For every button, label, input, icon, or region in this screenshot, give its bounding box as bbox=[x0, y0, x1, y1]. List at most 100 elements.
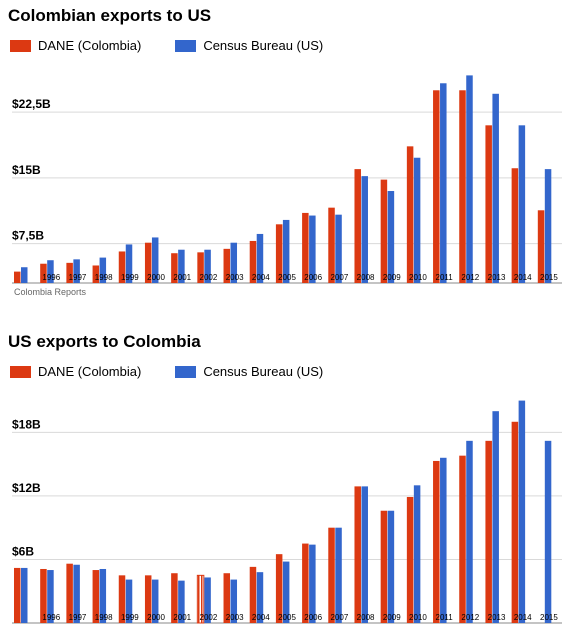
bar-census bbox=[335, 527, 342, 623]
x-tick-label: 2013 bbox=[488, 613, 506, 622]
x-tick-label: 1997 bbox=[69, 273, 87, 282]
x-tick-label: 2008 bbox=[357, 613, 375, 622]
bar-census bbox=[178, 580, 185, 623]
bar-dane bbox=[275, 224, 283, 283]
x-tick-label: 2009 bbox=[383, 613, 401, 622]
bar-dane bbox=[196, 574, 205, 624]
legend-item-census[interactable]: Census Bureau (US) bbox=[175, 364, 323, 379]
bar-census bbox=[21, 267, 28, 283]
x-tick-label: 2003 bbox=[226, 613, 244, 622]
bar-dane bbox=[537, 210, 545, 283]
x-tick-label: 2001 bbox=[173, 273, 191, 282]
bar-census bbox=[125, 244, 133, 283]
x-tick-label: 2007 bbox=[330, 273, 348, 282]
bar-dane bbox=[406, 496, 414, 623]
legend-item-census[interactable]: Census Bureau (US) bbox=[175, 38, 323, 53]
bar-dane bbox=[433, 90, 440, 283]
bar-dane bbox=[354, 169, 361, 283]
chart-panel-exports-to-us: Colombian exports to US DANE (Colombia) … bbox=[8, 6, 562, 297]
legend-item-dane[interactable]: DANE (Colombia) bbox=[10, 38, 141, 53]
bar-dane bbox=[328, 207, 335, 283]
bar-census bbox=[73, 259, 80, 283]
x-tick-label: 2010 bbox=[409, 613, 427, 622]
bar-census bbox=[73, 564, 80, 623]
legend-label: Census Bureau (US) bbox=[203, 364, 324, 379]
bar-census bbox=[440, 83, 447, 283]
bar-census bbox=[544, 169, 552, 283]
x-tick-label: 2008 bbox=[357, 273, 375, 282]
bar-census bbox=[204, 249, 211, 283]
bar-census bbox=[151, 579, 159, 623]
bar-dane bbox=[66, 563, 73, 623]
x-tick-label: 1999 bbox=[121, 273, 139, 282]
bar-dane bbox=[302, 543, 309, 623]
bar-dane bbox=[249, 240, 257, 283]
bar-dane bbox=[171, 573, 178, 623]
x-tick-label: 2005 bbox=[278, 613, 296, 622]
bar-census bbox=[518, 400, 526, 623]
x-tick-label: 2001 bbox=[173, 613, 191, 622]
bar-chart-svg: $6B $12B $18B 1996 1997 1998 1999 2000 2001 2002 2… bbox=[12, 400, 562, 624]
legend-item-dane[interactable]: DANE (Colombia) bbox=[10, 364, 141, 379]
x-tick-label: 2004 bbox=[252, 613, 270, 622]
bar-census bbox=[230, 579, 238, 623]
bar-census bbox=[125, 579, 133, 623]
x-tick-label: 2002 bbox=[200, 613, 218, 622]
bar-dane bbox=[144, 242, 152, 283]
bar-dane bbox=[459, 455, 466, 623]
bar-census bbox=[387, 510, 395, 623]
bar-census bbox=[99, 257, 107, 283]
y-tick-label: $22,5B bbox=[12, 97, 51, 111]
bar-dane bbox=[302, 212, 309, 283]
bar-dane bbox=[14, 567, 21, 623]
y-tick-label: $7,5B bbox=[12, 229, 44, 243]
x-tick-label: 1999 bbox=[121, 613, 139, 622]
bar-dane bbox=[380, 179, 388, 283]
bar-dane bbox=[485, 125, 492, 283]
x-tick-label: 1996 bbox=[42, 273, 60, 282]
bar-census bbox=[230, 242, 238, 283]
bar-dane bbox=[485, 440, 492, 623]
x-tick-label: 2015 bbox=[540, 273, 558, 282]
bar-census bbox=[361, 176, 368, 283]
x-tick-label: 2011 bbox=[436, 273, 454, 282]
bar-census bbox=[518, 125, 526, 283]
bar-dane bbox=[14, 271, 21, 283]
x-tick-label: 1998 bbox=[95, 613, 113, 622]
bar-dane bbox=[223, 573, 231, 623]
bar-dane bbox=[223, 248, 231, 283]
x-tick-label: 2012 bbox=[461, 273, 479, 282]
bar-census bbox=[282, 561, 290, 623]
y-tick-label: $12B bbox=[12, 481, 41, 495]
bar-census bbox=[256, 572, 264, 623]
bar-census bbox=[151, 237, 159, 283]
bar-dane bbox=[92, 265, 100, 283]
bar-dane bbox=[66, 262, 73, 283]
x-tick-label: 2000 bbox=[147, 613, 165, 622]
bar-chart-svg: $7,5B $15B $22,5B 1996 1997 1998 1999 2000 2001 2… bbox=[12, 75, 562, 297]
bar-census bbox=[492, 93, 499, 283]
bar-census bbox=[21, 567, 28, 623]
x-tick-label: 2010 bbox=[409, 273, 427, 282]
legend-label: DANE (Colombia) bbox=[38, 38, 142, 53]
bar-dane bbox=[328, 527, 335, 623]
bar-census bbox=[466, 75, 473, 283]
chart-panel-exports-to-colombia: US exports to Colombia DANE (Colombia) C… bbox=[0, 326, 568, 640]
legend: DANE (Colombia) Census Bureau (US) bbox=[10, 38, 357, 53]
bar-dane bbox=[511, 168, 519, 283]
bar-dane bbox=[197, 252, 204, 283]
x-tick-label: 1996 bbox=[42, 613, 60, 622]
x-tick-label: 2005 bbox=[278, 273, 296, 282]
bar-census bbox=[492, 411, 499, 623]
bar-dane bbox=[92, 570, 100, 623]
bar-census bbox=[178, 249, 185, 283]
bar-dane bbox=[354, 486, 361, 623]
x-tick-label: 2011 bbox=[436, 613, 454, 622]
bar-census bbox=[335, 214, 342, 283]
legend-swatch-dane bbox=[10, 365, 31, 378]
x-tick-label: 2007 bbox=[330, 613, 348, 622]
legend-label: Census Bureau (US) bbox=[203, 38, 324, 53]
x-tick-label: 1998 bbox=[95, 273, 113, 282]
legend-swatch-dane bbox=[10, 39, 31, 52]
y-tick-label: $18B bbox=[12, 417, 41, 431]
